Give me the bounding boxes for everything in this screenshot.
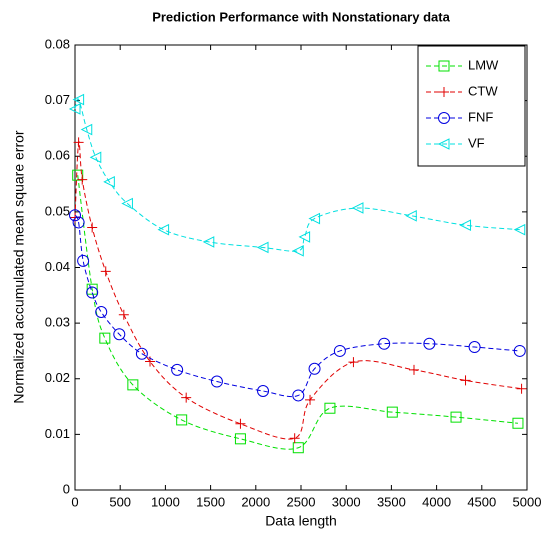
y-tick-label: 0.02 bbox=[45, 370, 70, 385]
marker bbox=[181, 392, 192, 403]
marker bbox=[234, 433, 246, 445]
legend-label: CTW bbox=[468, 83, 498, 98]
marker bbox=[292, 389, 305, 402]
x-tick-label: 3000 bbox=[332, 494, 361, 509]
y-tick-label: 0.03 bbox=[45, 315, 70, 330]
x-tick-label: 3500 bbox=[377, 494, 406, 509]
x-tick-label: 0 bbox=[71, 494, 78, 509]
y-tick-label: 0.01 bbox=[45, 426, 70, 441]
marker bbox=[348, 357, 359, 368]
y-tick-label: 0.08 bbox=[45, 36, 70, 51]
marker bbox=[171, 363, 184, 376]
y-axis-label: Normalized accumulated mean square error bbox=[11, 130, 27, 403]
marker bbox=[257, 384, 270, 397]
marker bbox=[460, 375, 471, 386]
marker bbox=[459, 219, 472, 232]
marker bbox=[72, 93, 85, 106]
marker bbox=[103, 176, 115, 188]
marker bbox=[513, 223, 526, 236]
y-tick-label: 0.06 bbox=[45, 148, 70, 163]
marker bbox=[99, 332, 111, 344]
marker bbox=[135, 347, 148, 360]
x-axis-label: Data length bbox=[265, 513, 337, 529]
marker bbox=[386, 406, 398, 418]
legend-label: LMW bbox=[468, 57, 499, 72]
marker bbox=[308, 362, 321, 375]
x-tick-label: 1000 bbox=[151, 494, 180, 509]
marker bbox=[292, 245, 304, 257]
marker bbox=[157, 223, 170, 236]
marker bbox=[89, 151, 102, 164]
marker bbox=[450, 411, 462, 423]
x-tick-label: 1500 bbox=[196, 494, 225, 509]
marker bbox=[95, 306, 108, 318]
marker bbox=[87, 222, 98, 233]
marker bbox=[409, 364, 419, 375]
marker bbox=[512, 417, 524, 429]
marker bbox=[468, 341, 481, 354]
marker bbox=[77, 174, 88, 185]
marker bbox=[72, 216, 85, 229]
marker bbox=[292, 442, 304, 454]
marker bbox=[176, 414, 188, 426]
marker bbox=[77, 254, 90, 267]
marker bbox=[378, 337, 391, 350]
marker bbox=[256, 241, 269, 254]
marker bbox=[298, 231, 311, 243]
plot-frame bbox=[74, 44, 528, 491]
marker bbox=[308, 212, 321, 225]
marker bbox=[324, 402, 336, 414]
legend-label: FNF bbox=[468, 109, 493, 124]
marker bbox=[516, 383, 527, 394]
x-tick-label: 5000 bbox=[513, 494, 542, 509]
marker bbox=[439, 87, 449, 97]
y-tick-label: 0.07 bbox=[45, 92, 70, 107]
marker bbox=[423, 337, 436, 350]
x-tick-label: 500 bbox=[109, 494, 131, 509]
marker bbox=[289, 433, 300, 444]
marker bbox=[69, 209, 81, 222]
marker bbox=[86, 283, 98, 295]
legend: LMW CTW FNF VF bbox=[417, 45, 526, 167]
marker bbox=[437, 138, 450, 150]
y-tick-label: 0 bbox=[63, 481, 70, 496]
marker bbox=[68, 103, 81, 115]
marker bbox=[405, 209, 417, 222]
marker bbox=[305, 394, 316, 405]
series-line bbox=[74, 98, 520, 252]
y-tick-label: 0.05 bbox=[45, 203, 70, 218]
marker bbox=[210, 375, 223, 388]
x-tick-label: 4000 bbox=[422, 494, 451, 509]
marker bbox=[351, 202, 364, 214]
marker bbox=[438, 60, 450, 72]
x-tick-label: 2500 bbox=[287, 494, 316, 509]
legend-label: VF bbox=[468, 135, 485, 150]
marker bbox=[202, 236, 215, 248]
marker bbox=[80, 123, 93, 136]
marker bbox=[113, 328, 126, 341]
marker bbox=[73, 137, 84, 148]
x-tick-label: 2000 bbox=[241, 494, 270, 509]
marker bbox=[127, 379, 139, 391]
series-line bbox=[77, 175, 519, 450]
marker bbox=[86, 286, 99, 299]
x-tick-label: 4500 bbox=[467, 494, 496, 509]
marker bbox=[121, 197, 133, 210]
marker bbox=[513, 344, 526, 357]
marker bbox=[438, 112, 450, 124]
series-line bbox=[74, 214, 520, 398]
marker bbox=[118, 309, 129, 320]
marker bbox=[333, 344, 346, 357]
marker bbox=[100, 266, 111, 277]
y-tick-label: 0.04 bbox=[45, 259, 70, 274]
marker bbox=[235, 418, 246, 429]
chart-title: Prediction Performance with Nonstationar… bbox=[152, 9, 450, 24]
